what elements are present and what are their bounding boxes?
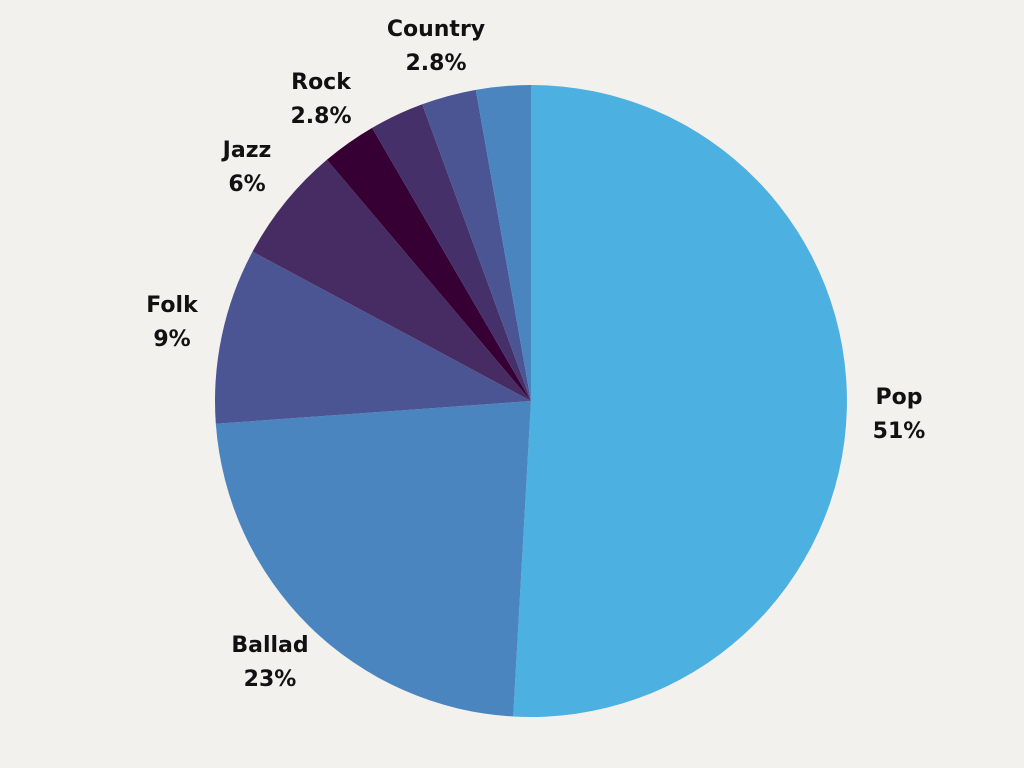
slice-label-country: Country [387, 17, 485, 42]
pie-slice-rock [372, 104, 531, 401]
slice-label-rock: Rock [291, 70, 352, 95]
slice-value-rock: 2.8% [290, 104, 351, 129]
pie-slice-pop [513, 85, 847, 718]
slices-layer [214, 85, 847, 718]
slice-value-pop: 51% [873, 419, 926, 444]
slice-label-pop: Pop [876, 385, 923, 410]
pie-slice-unlabeled-6 [422, 89, 531, 402]
slice-label-ballad: Ballad [231, 633, 308, 658]
pie-slice-folk [214, 251, 531, 424]
slice-label-folk: Folk [146, 293, 199, 318]
slice-label-jazz: Jazz [221, 138, 272, 163]
slice-value-ballad: 23% [244, 667, 297, 692]
slice-value-folk: 9% [153, 327, 190, 352]
slice-value-jazz: 6% [228, 172, 265, 197]
pie-slice-country [475, 85, 531, 401]
pie-slice-unlabeled-4 [326, 127, 531, 401]
slice-value-country: 2.8% [405, 51, 466, 76]
pie-slice-ballad [215, 401, 531, 717]
labels-layer: Pop 51% Ballad 23% Folk 9% Jazz 6% Rock 2.8% Count… [146, 17, 925, 692]
pie-slice-jazz [252, 159, 531, 401]
